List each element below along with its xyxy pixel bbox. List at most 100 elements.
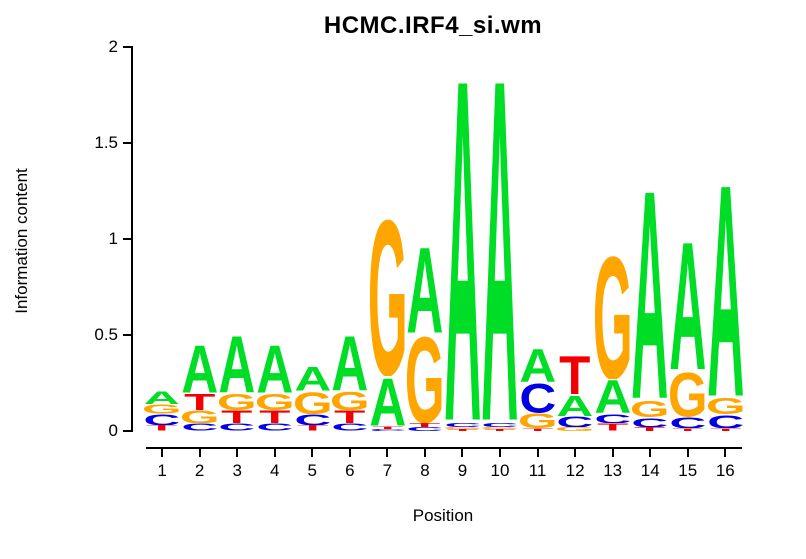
logo-letter-G: G: [707, 397, 745, 414]
x-tick: [536, 449, 539, 457]
svg-text:G: G: [256, 393, 294, 410]
svg-text:T: T: [522, 428, 553, 431]
logo-letter-T: T: [259, 410, 291, 423]
svg-text:G: G: [594, 251, 632, 380]
logo-letter-T: T: [334, 410, 366, 423]
x-tick-label: 10: [490, 461, 510, 480]
svg-text:G: G: [631, 400, 669, 417]
y-tick: [123, 238, 131, 240]
svg-text:A: A: [294, 366, 331, 391]
logo-letter-G: G: [181, 410, 219, 423]
logo-letter-G: G: [481, 427, 519, 429]
svg-text:G: G: [669, 371, 707, 417]
logo-letter-A: A: [557, 395, 594, 416]
svg-text:T: T: [297, 425, 328, 431]
svg-text:A: A: [144, 391, 181, 404]
x-tick-label: 4: [269, 461, 280, 480]
svg-text:C: C: [669, 417, 706, 429]
logo-letter-C: C: [482, 423, 519, 427]
svg-text:T: T: [710, 428, 741, 431]
logo-letter-C: C: [331, 423, 368, 431]
svg-text:G: G: [181, 410, 219, 423]
svg-text:A: A: [256, 343, 293, 393]
x-tick-label: 9: [457, 461, 468, 480]
x-tick-label: 13: [603, 461, 623, 480]
svg-text:T: T: [484, 429, 515, 431]
logo-letter-A: A: [519, 348, 556, 383]
x-tick: [161, 449, 164, 457]
svg-text:C: C: [406, 427, 443, 431]
logo-letter-G: G: [294, 391, 332, 414]
logo-letter-G: G: [631, 400, 669, 417]
svg-text:A: A: [369, 376, 406, 426]
svg-text:C: C: [557, 416, 594, 428]
svg-text:G: G: [519, 413, 557, 428]
logo-letter-T: T: [484, 429, 515, 431]
svg-text:A: A: [557, 395, 594, 416]
svg-text:C: C: [707, 415, 744, 428]
x-tick-label: 14: [640, 461, 660, 480]
logo-letter-A: A: [406, 243, 443, 333]
svg-text:T: T: [597, 423, 629, 431]
svg-text:A: A: [219, 333, 256, 393]
logo-letter-T: T: [222, 410, 254, 423]
y-tick: [123, 334, 131, 336]
logo-letter-A: A: [594, 379, 631, 414]
svg-text:T: T: [560, 354, 591, 394]
logo-letter-C: C: [557, 416, 594, 428]
x-tick-label: 6: [345, 461, 355, 480]
logo-letter-C: C: [144, 414, 181, 426]
logo-letter-T: T: [597, 423, 629, 431]
svg-text:T: T: [672, 428, 703, 431]
svg-text:C: C: [144, 414, 181, 426]
logo-letter-C: C: [444, 423, 481, 427]
logo-letter-C: C: [669, 417, 706, 429]
svg-text:G: G: [294, 391, 332, 414]
logo-letter-A: A: [707, 175, 744, 398]
svg-text:C: C: [294, 414, 331, 426]
y-tick: [123, 430, 131, 432]
logo-letter-G: G: [556, 427, 594, 431]
y-tick-label: 0: [108, 421, 118, 440]
logo-letter-C: C: [181, 423, 218, 431]
svg-text:C: C: [482, 423, 519, 427]
y-tick: [123, 46, 131, 48]
logo-letter-G: G: [331, 391, 369, 410]
svg-text:C: C: [632, 418, 669, 428]
svg-text:G: G: [707, 397, 745, 414]
x-tick: [311, 449, 314, 457]
logo-letter-T: T: [560, 354, 591, 394]
logo-letter-T: T: [184, 393, 215, 410]
logo-letter-T: T: [409, 423, 440, 427]
logo-letter-A: A: [294, 366, 331, 391]
logo-letter-C: C: [369, 429, 406, 431]
svg-text:T: T: [635, 427, 666, 431]
x-tick: [724, 449, 727, 457]
x-tick-label: 7: [382, 461, 393, 480]
x-tick: [574, 449, 577, 457]
svg-text:C: C: [369, 429, 406, 431]
x-tick-label: 3: [232, 461, 242, 480]
logo-letter-C: C: [707, 415, 744, 428]
logo-letter-C: C: [294, 414, 331, 426]
svg-text:C: C: [519, 382, 556, 413]
x-tick: [423, 449, 426, 457]
logo-letter-C: C: [219, 423, 256, 431]
svg-text:T: T: [372, 426, 403, 429]
x-tick: [686, 449, 689, 457]
logo-letter-C: C: [594, 414, 631, 424]
logo-letter-A: A: [669, 236, 706, 370]
logo-letter-T: T: [522, 428, 553, 431]
svg-text:G: G: [406, 333, 444, 423]
logo-letter-T: T: [146, 425, 177, 431]
svg-text:A: A: [519, 348, 556, 383]
svg-text:T: T: [334, 410, 366, 423]
x-tick: [461, 449, 464, 457]
